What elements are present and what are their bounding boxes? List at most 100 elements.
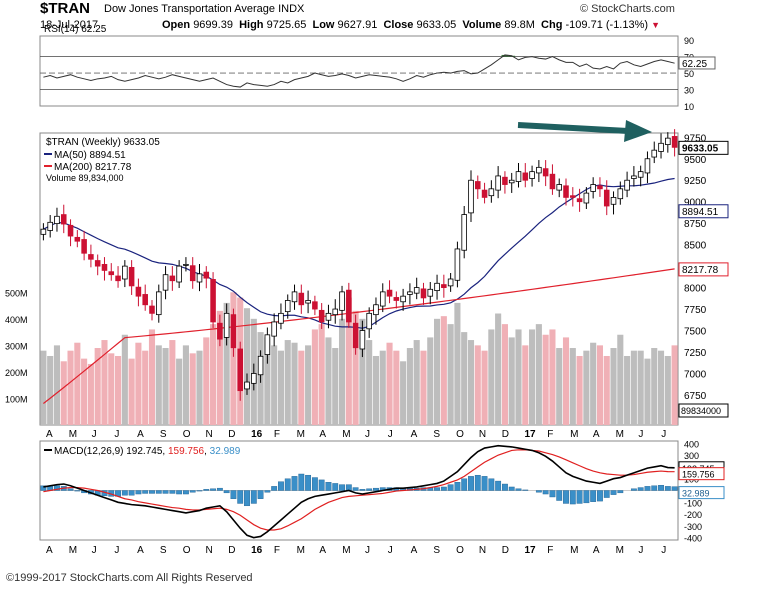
macd-x-tick-label: D bbox=[228, 545, 235, 556]
candle-body bbox=[461, 214, 467, 251]
histogram-legend-value: 32.989 bbox=[210, 446, 241, 457]
macd-histogram-bar bbox=[461, 478, 468, 491]
candle-body bbox=[542, 168, 549, 177]
ma50-line bbox=[43, 177, 675, 329]
volume-bar bbox=[657, 350, 665, 425]
candle-body bbox=[359, 330, 366, 350]
volume-bar bbox=[644, 358, 651, 425]
volume-bar bbox=[291, 342, 298, 425]
macd-histogram-bar bbox=[40, 485, 47, 491]
volume-value-box bbox=[678, 403, 729, 418]
rsi-y-tick-label: 30 bbox=[684, 86, 694, 96]
open-label: Open bbox=[162, 19, 191, 31]
candle-body bbox=[556, 184, 562, 191]
macd-histogram-bar bbox=[569, 490, 576, 505]
candle-body bbox=[210, 279, 216, 323]
macd-histogram-bar bbox=[325, 482, 332, 491]
macd-histogram-bar bbox=[610, 490, 617, 495]
candle-body bbox=[339, 291, 345, 311]
volume-bar bbox=[583, 350, 590, 425]
volume-bar bbox=[230, 292, 237, 425]
price-y-tick-label: 6750 bbox=[684, 391, 707, 402]
volume-bar bbox=[440, 316, 447, 425]
volume-bar bbox=[284, 340, 291, 425]
volume-bar bbox=[128, 358, 135, 425]
price-x-tick-label: O bbox=[183, 429, 191, 440]
candle-body bbox=[468, 179, 474, 214]
macd-histogram-bar bbox=[447, 484, 454, 491]
volume-bar bbox=[562, 337, 570, 425]
volume-axis-label: 500M bbox=[5, 288, 28, 298]
candle-body bbox=[434, 282, 440, 291]
rsi-overbought-fill bbox=[501, 54, 509, 57]
candle-body bbox=[128, 267, 135, 287]
candle-body bbox=[318, 309, 325, 323]
candle-body bbox=[346, 289, 352, 323]
price-y-tick-label: 8500 bbox=[684, 241, 707, 252]
candle-body bbox=[312, 301, 318, 310]
macd-histogram-bar bbox=[189, 490, 196, 493]
macd-histogram-bar bbox=[352, 487, 359, 491]
macd-signal-line bbox=[43, 449, 675, 531]
price-y-tick-label: 9750 bbox=[684, 133, 707, 144]
macd-histogram-bar bbox=[515, 488, 522, 491]
candle-body bbox=[637, 171, 644, 178]
candle-body bbox=[156, 291, 162, 316]
candle-body bbox=[413, 287, 420, 294]
candle-body bbox=[264, 334, 271, 355]
candle-body bbox=[447, 278, 454, 287]
price-x-tick-label: J bbox=[638, 429, 643, 440]
price-x-tick-label: A bbox=[411, 429, 418, 440]
volume-bar bbox=[298, 350, 305, 425]
macd-histogram-bar bbox=[271, 486, 278, 491]
candle-body bbox=[196, 273, 203, 283]
candle-body bbox=[570, 195, 576, 198]
macd-x-tick-label: A bbox=[319, 545, 326, 556]
candle-body bbox=[135, 286, 142, 297]
macd-histogram-bar bbox=[495, 480, 502, 491]
volume-bar bbox=[325, 337, 332, 425]
volume-bar bbox=[162, 348, 169, 425]
price-x-tick-label: A bbox=[137, 429, 144, 440]
volume-bar bbox=[481, 350, 488, 425]
candle-body bbox=[481, 189, 488, 198]
macd-histogram-bar bbox=[664, 486, 671, 491]
macd-y-tick-label: 400 bbox=[684, 439, 699, 449]
candle-body bbox=[149, 305, 155, 314]
macd-histogram-bar bbox=[169, 490, 176, 494]
candle-body bbox=[230, 314, 237, 349]
volume-bar bbox=[243, 308, 251, 425]
change-label: Chg bbox=[541, 19, 563, 31]
ma50-value-box bbox=[678, 204, 729, 219]
macd-x-tick-label: M bbox=[297, 545, 305, 556]
candle-body bbox=[508, 179, 515, 184]
change-down-icon: ▼ bbox=[651, 20, 661, 30]
price-x-tick-label: F bbox=[547, 429, 553, 440]
volume-bar bbox=[427, 337, 434, 425]
macd-x-tick-label: 16 bbox=[251, 545, 263, 556]
low-label: Low bbox=[312, 19, 335, 31]
candle-body bbox=[563, 185, 569, 198]
price-y-tick-label: 9250 bbox=[684, 176, 707, 187]
candle-body bbox=[529, 171, 535, 179]
macd-x-tick-label: J bbox=[638, 545, 643, 556]
volume-bar bbox=[671, 345, 678, 425]
candle-body bbox=[115, 275, 121, 282]
candle-body bbox=[325, 312, 332, 321]
candle-body bbox=[251, 373, 257, 384]
candle-body bbox=[373, 304, 379, 316]
volume-axis-label: 100M bbox=[5, 394, 28, 404]
volume-bar bbox=[189, 353, 196, 425]
volume-bar bbox=[406, 348, 413, 425]
volume-bar bbox=[74, 342, 81, 425]
volume-bar bbox=[461, 332, 468, 425]
macd-histogram-bar bbox=[210, 488, 216, 491]
volume-bar bbox=[637, 350, 644, 425]
macd-x-tick-label: A bbox=[46, 545, 53, 556]
candle-body bbox=[475, 181, 481, 190]
candle-body bbox=[203, 271, 210, 279]
macd-histogram-bar bbox=[637, 487, 644, 491]
macd-x-tick-label: M bbox=[616, 545, 624, 556]
price-x-tick-label: A bbox=[46, 429, 53, 440]
macd-y-tick-label: 300 bbox=[684, 451, 699, 461]
